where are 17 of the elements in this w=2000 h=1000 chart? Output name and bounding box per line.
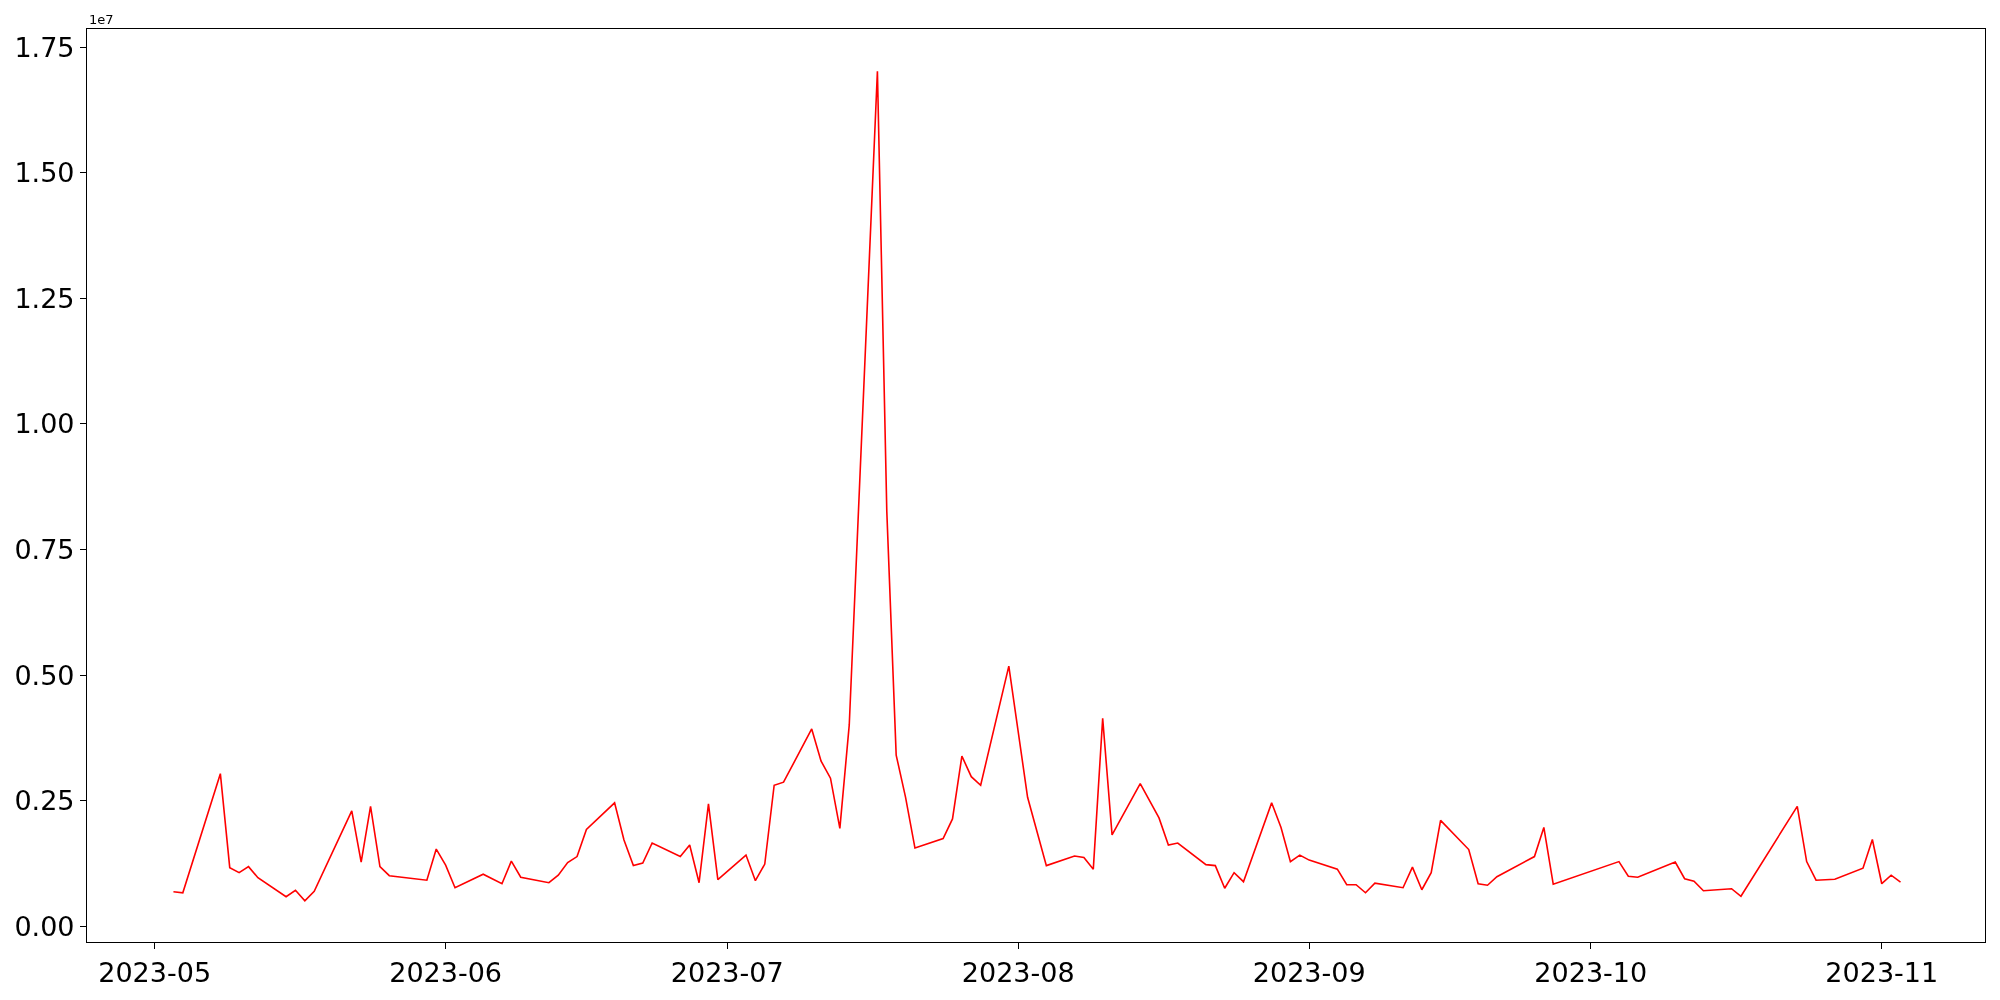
x-tick-label: 2023-05 — [98, 956, 212, 988]
line-series — [172, 70, 1902, 902]
y-tick-label: 1.50 — [14, 157, 75, 189]
text: 1e7 — [89, 12, 114, 27]
y-tick-label: 1.25 — [14, 282, 75, 314]
x-tick-label: 2023-06 — [389, 956, 503, 988]
x-tick-label: 2023-08 — [961, 956, 1075, 988]
y-tick-label: 0.00 — [14, 910, 75, 942]
x-tick-label: 2023-11 — [1825, 956, 1939, 988]
y-tick-label: 0.75 — [14, 534, 75, 566]
x-tick-label: 2023-10 — [1534, 956, 1648, 988]
y-tick-label: 0.25 — [14, 785, 75, 817]
x-tick-label: 2023-07 — [670, 956, 784, 988]
y-tick-label: 0.50 — [14, 659, 75, 691]
y-tick-label: 1.75 — [14, 31, 75, 63]
x-tick-label: 2023-09 — [1252, 956, 1366, 988]
y-tick-label: 1.00 — [14, 408, 75, 440]
